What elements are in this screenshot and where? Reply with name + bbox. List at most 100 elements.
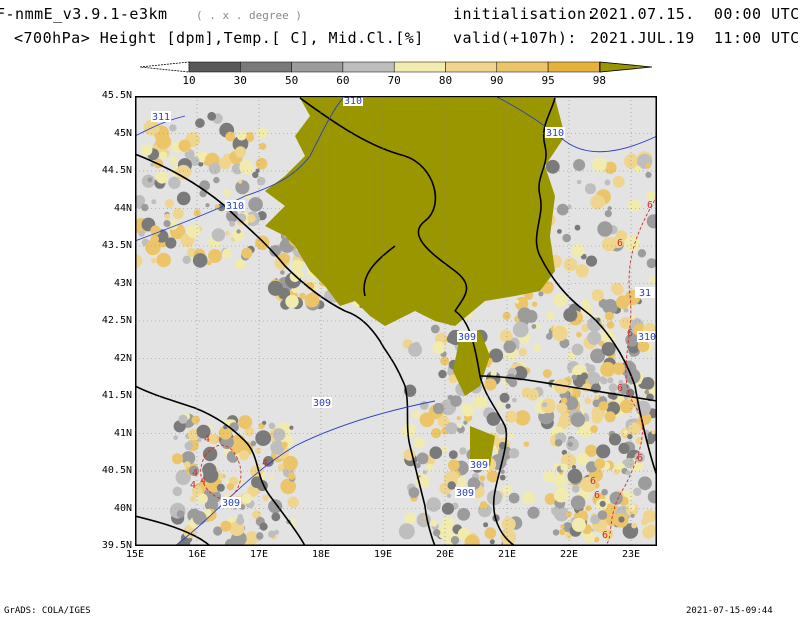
cloud-blob [426,463,434,471]
cloud-blob [218,426,233,440]
cloud-blob [244,426,255,437]
cloud-blob [560,463,568,471]
cloud-blob [556,402,568,414]
cloud-blob [241,493,253,504]
init-label: initialisation: [453,5,596,23]
cloud-blob [225,131,236,142]
height-contour-label: 309 [456,488,474,499]
longitude-label: 15E [125,549,145,560]
colorbar-segment [342,61,395,73]
cloud-blob [197,493,208,505]
cloud-blob [178,139,191,152]
cloud-blob [645,190,656,201]
cloud-blob [597,510,608,520]
cloud-blob [178,414,188,424]
cloud-blob [574,224,581,231]
cloud-blob [181,451,196,465]
balkan-border-2 [454,310,516,546]
weather-map: 3103113103103093093093093093103144444666… [135,96,657,546]
cloud-blob [499,392,510,403]
cloud-blob [268,499,283,514]
cloud-blob [629,503,636,511]
latitude-label: 43.5N [101,240,132,251]
cloud-blob [556,203,569,216]
cloud-blob [586,364,596,374]
cloud-blob [205,203,210,208]
cloud-blob [648,276,657,284]
cloud-blob [489,348,504,363]
cloud-blob [413,341,420,349]
cloud-blob [540,398,556,414]
temp-contour-label: 6 [617,238,623,249]
cloud-blob [150,234,159,244]
footer-left: GrADS: COLA/IGES [4,606,91,616]
cloud-blob [610,282,623,295]
cloud-blob [554,378,569,394]
cloud-blob [437,415,450,428]
model-title: F-nmmE_v3.9.1-e3km [0,5,168,23]
grid-note: ( . x . degree ) [196,9,302,22]
cloud-blob [637,249,647,258]
cloud-blob [564,396,579,411]
cloud-blob [155,133,172,150]
longitude-label: 20E [435,549,455,560]
cloud-blob [151,258,157,264]
cloud-blob [430,519,438,527]
cloud-blob [576,452,589,466]
cloud-blob [508,492,520,504]
cloud-blob [417,475,431,489]
cloud-blob [175,469,191,485]
temp-contour-label: 6 [617,383,623,394]
cloud-blob [624,153,640,169]
longitude-label: 21E [497,549,517,560]
cloud-blob [234,146,247,158]
cloud-blob [585,444,598,457]
cloud-blob [623,430,628,435]
cloud-blob [415,462,421,469]
cloud-blob [560,524,565,529]
cloud-blob [208,162,221,175]
cloud-blob [565,511,572,518]
cloud-mass-olive-patch [470,426,495,466]
cloud-blob [182,255,191,264]
cloud-blob [226,483,235,491]
cloud-blob [526,388,539,401]
temp-contour-label: 6 [627,328,633,339]
cloud-blob [173,435,179,441]
cloud-blob [196,424,211,439]
cloud-blob [432,341,446,355]
temp-contour-label: 6 [594,490,600,501]
cloud-blob [457,508,470,521]
height-contour-label: 309 [458,332,476,343]
cloud-blob [508,432,514,438]
latitude-label: 44.5N [101,165,132,176]
cloud-blob [571,465,577,470]
cloud-blob [419,412,435,428]
cloud-blob [517,307,532,322]
colorbar [140,61,653,73]
colorbar-segment [445,61,498,73]
cloud-blob [625,470,631,476]
cloud-blob [437,525,452,540]
cloud-blob [561,397,568,404]
cloud-blob [542,470,555,483]
cloud-blob [646,214,657,229]
cloud-blob [483,522,489,528]
cloud-blob [500,529,517,545]
cloud-blob [581,298,589,307]
cloud-blob [222,248,233,259]
cloud-blob [135,254,143,268]
cloud-blob [604,411,616,423]
cloud-blob [433,529,441,537]
cloud-blob [176,510,185,518]
cloud-blob [552,325,568,342]
cloud-blob [598,401,609,411]
latitude-label: 43N [113,277,132,289]
cloud-blob [500,469,505,475]
cloud-blob [551,506,560,516]
cloud-blob [172,453,183,465]
cloud-blob [634,165,642,173]
cloud-blob [571,243,585,257]
footer-right: 2021-07-15-09:44 [686,606,773,616]
cloud-blob [608,433,622,446]
